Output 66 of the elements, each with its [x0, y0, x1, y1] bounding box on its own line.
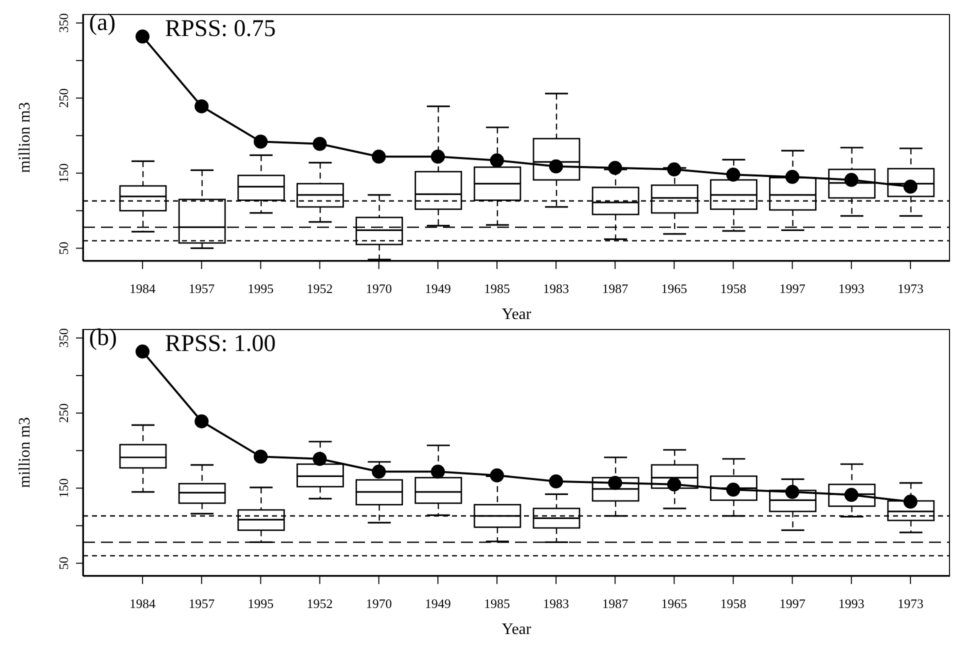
- point: [667, 477, 682, 492]
- point: [785, 170, 800, 184]
- x-tick-label: 1949: [424, 596, 451, 611]
- point: [667, 162, 682, 176]
- y-axis-title: million m3: [16, 417, 34, 488]
- x-tick-label: 1997: [779, 596, 806, 611]
- x-tick-label: 1949: [424, 281, 451, 296]
- y-tick-label: 250: [56, 88, 71, 108]
- point: [372, 150, 386, 164]
- x-tick-label: 1985: [484, 596, 510, 611]
- annotation: (a): [89, 10, 116, 37]
- point: [430, 464, 445, 479]
- x-tick-label: 1987: [602, 281, 629, 296]
- y-tick-label: 50: [56, 556, 71, 570]
- y-tick-label: 250: [56, 403, 71, 423]
- x-tick-label: 1973: [897, 596, 924, 611]
- point: [726, 168, 740, 182]
- point: [903, 494, 918, 509]
- point: [254, 450, 268, 464]
- point: [254, 134, 268, 149]
- y-tick-label: 50: [56, 242, 71, 255]
- x-tick-label: 1993: [838, 596, 864, 611]
- point: [194, 414, 209, 428]
- x-tick-label: 1995: [248, 596, 274, 611]
- x-tick-label: 1957: [188, 596, 216, 611]
- x-tick-label: 1970: [366, 596, 392, 611]
- x-tick-label: 1983: [543, 281, 570, 296]
- y-tick-label: 150: [56, 478, 71, 498]
- x-tick-label: 1984: [130, 281, 156, 296]
- x-tick-label: 1983: [543, 596, 570, 611]
- x-tick-label: 1984: [130, 596, 156, 611]
- x-tick-label: 1957: [188, 281, 216, 296]
- x-tick-label: 1952: [306, 281, 333, 296]
- x-tick-label: 1985: [484, 281, 510, 296]
- x-tick-label: 1987: [602, 596, 629, 611]
- x-tick-label: 1965: [661, 281, 688, 296]
- point: [136, 30, 150, 44]
- point: [372, 464, 386, 479]
- x-axis-title: Year: [502, 621, 532, 638]
- point: [608, 160, 622, 175]
- y-tick-label: 150: [56, 163, 71, 183]
- y-tick-label: 350: [56, 13, 71, 33]
- point: [490, 153, 504, 168]
- point: [312, 136, 327, 151]
- x-tick-label: 1995: [248, 281, 274, 296]
- x-tick-label: 1997: [779, 281, 806, 296]
- x-tick-label: 1970: [366, 281, 392, 296]
- x-tick-label: 1958: [720, 596, 746, 611]
- x-tick-label: 1958: [720, 281, 746, 296]
- y-axis-title: million m3: [16, 102, 34, 173]
- point: [136, 344, 150, 359]
- x-tick-label: 1993: [838, 281, 864, 296]
- point: [194, 99, 209, 114]
- point: [785, 484, 800, 499]
- point: [490, 468, 504, 482]
- annotation: (b): [89, 325, 117, 352]
- point: [312, 452, 327, 466]
- y-tick-label: 350: [56, 328, 71, 348]
- point: [549, 474, 564, 488]
- x-tick-label: 1965: [661, 596, 688, 611]
- x-tick-label: 1973: [897, 281, 924, 296]
- x-axis-title: Year: [502, 306, 532, 323]
- annotation: RPSS: 0.75: [165, 16, 276, 43]
- annotation: RPSS: 1.00: [165, 331, 276, 358]
- point: [430, 150, 445, 164]
- x-tick-label: 1952: [306, 596, 333, 611]
